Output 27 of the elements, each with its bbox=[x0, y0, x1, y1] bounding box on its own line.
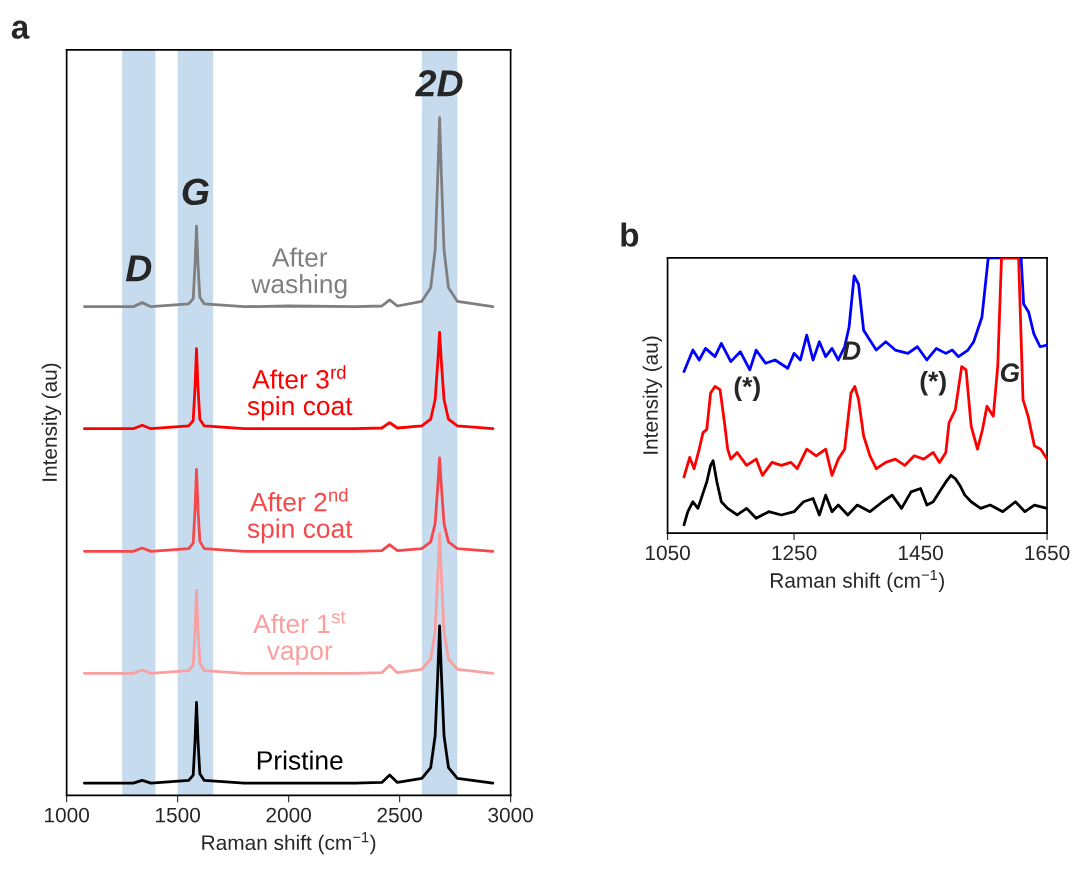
series-label: After washing bbox=[251, 247, 347, 299]
annotation: (*) bbox=[920, 370, 946, 396]
x-tick-label: 3000 bbox=[488, 807, 533, 823]
x-tick-label: 1500 bbox=[156, 807, 200, 823]
y-axis-title: Intensity (au) bbox=[41, 363, 62, 481]
annotation: (*) bbox=[734, 376, 760, 401]
x-axis-title: Raman shift (cm$^{−1}$) bbox=[771, 569, 944, 592]
x-tick-label: 2500 bbox=[377, 807, 422, 823]
series-label: After 3$^{rd}$ spin coat bbox=[247, 365, 353, 421]
x-tick-label: 2000 bbox=[266, 807, 311, 823]
series-label: After 1$^{st}$ vapor bbox=[253, 611, 346, 666]
annotation: D bbox=[842, 341, 861, 360]
series-label: After 2$^{nd}$ spin coat bbox=[247, 488, 353, 544]
band-label: G bbox=[182, 178, 209, 206]
x-tick-label: 1450 bbox=[898, 545, 943, 561]
x-tick-label: 1650 bbox=[1025, 545, 1070, 561]
x-tick-label: 1050 bbox=[645, 545, 690, 561]
annotation: G bbox=[1000, 363, 1020, 382]
x-tick-label: 1250 bbox=[772, 545, 817, 561]
x-axis-title: Raman shift (cm$^{−1}$) bbox=[202, 832, 376, 855]
series-label: Pristine bbox=[257, 750, 343, 770]
chart-title: b bbox=[621, 222, 639, 247]
x-tick-label: 1000 bbox=[45, 807, 90, 823]
y-axis-title: Intensity (au) bbox=[642, 336, 663, 454]
chart-title: a bbox=[11, 20, 30, 39]
band-label: 2D bbox=[415, 70, 463, 97]
band-label: D bbox=[125, 255, 152, 282]
